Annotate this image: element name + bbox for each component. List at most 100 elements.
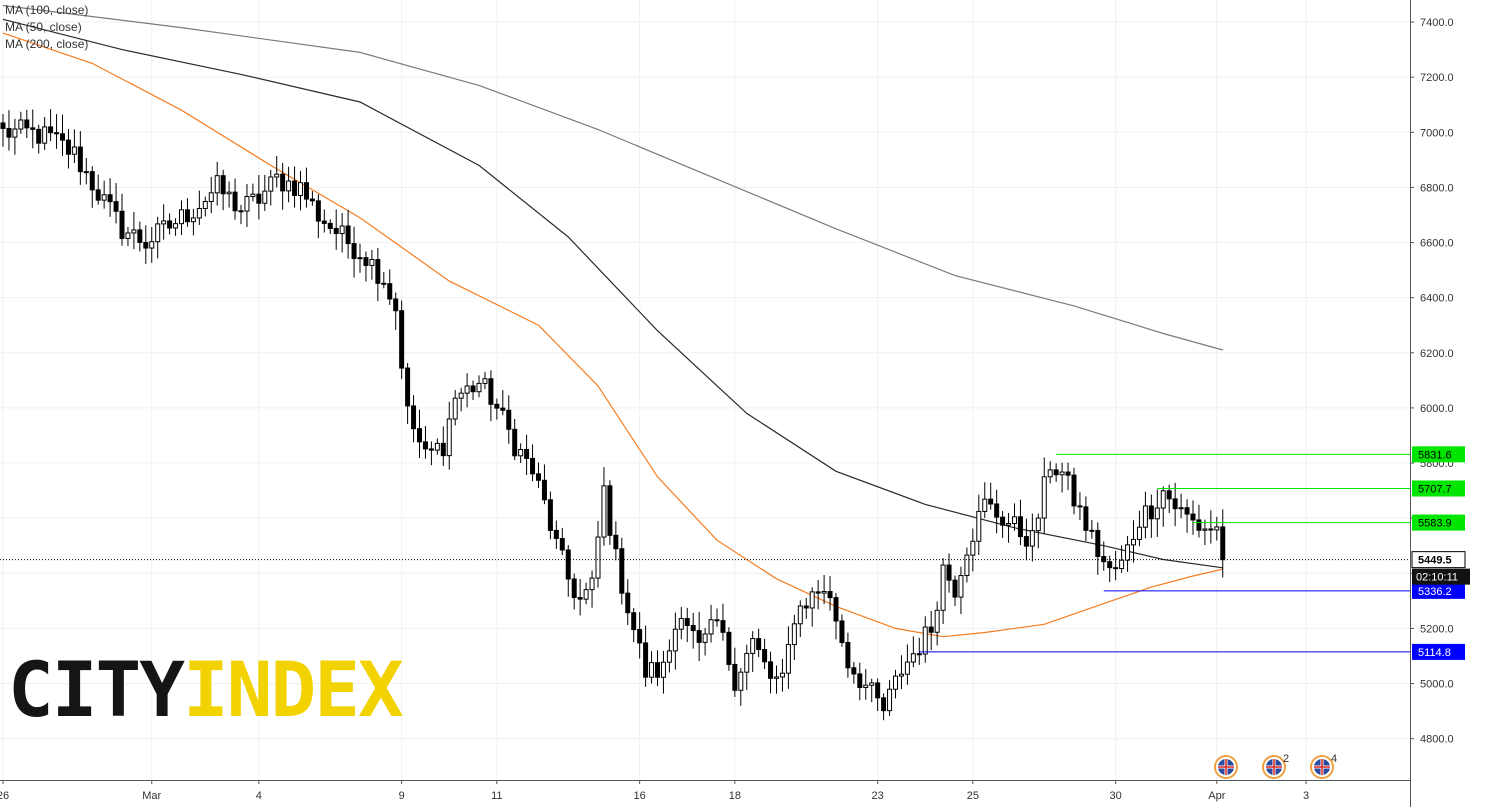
candle[interactable] xyxy=(405,363,411,425)
candle[interactable] xyxy=(208,176,214,214)
candle[interactable] xyxy=(803,597,809,619)
candle[interactable] xyxy=(292,166,298,208)
candle[interactable] xyxy=(1035,513,1041,549)
candle[interactable] xyxy=(744,644,750,690)
candle[interactable] xyxy=(1000,511,1006,538)
candle[interactable] xyxy=(1101,541,1107,571)
candle[interactable] xyxy=(220,169,226,211)
ma200-legend-label[interactable]: MA (200, close) xyxy=(5,37,89,51)
candle[interactable] xyxy=(732,647,738,697)
candle[interactable] xyxy=(720,603,726,641)
candle[interactable] xyxy=(179,200,184,236)
candle[interactable] xyxy=(262,174,268,211)
candle[interactable] xyxy=(202,196,208,217)
candle[interactable] xyxy=(143,225,149,264)
candle[interactable] xyxy=(833,592,839,640)
candle[interactable] xyxy=(512,418,518,461)
candle[interactable] xyxy=(1154,489,1160,537)
candle[interactable] xyxy=(976,494,982,556)
candle[interactable] xyxy=(452,390,458,426)
candle[interactable] xyxy=(470,380,476,401)
candle[interactable] xyxy=(881,693,887,721)
candle[interactable] xyxy=(42,117,48,150)
candle[interactable] xyxy=(488,370,494,422)
candle[interactable] xyxy=(887,679,893,716)
candle[interactable] xyxy=(60,114,65,157)
candle[interactable] xyxy=(107,178,113,217)
candle[interactable] xyxy=(637,612,643,659)
candle[interactable] xyxy=(714,608,720,627)
candle[interactable] xyxy=(875,678,881,712)
uk-flag-icon[interactable] xyxy=(1214,755,1238,779)
candle[interactable] xyxy=(1113,550,1119,581)
candle[interactable] xyxy=(1012,503,1017,531)
candle[interactable] xyxy=(666,639,672,673)
candle[interactable] xyxy=(440,426,446,467)
candle[interactable] xyxy=(167,213,173,235)
candle[interactable] xyxy=(708,604,714,643)
candle[interactable] xyxy=(24,109,30,139)
candle[interactable] xyxy=(101,180,107,209)
candle[interactable] xyxy=(916,637,922,665)
candle[interactable] xyxy=(577,579,583,616)
candle[interactable] xyxy=(119,193,125,246)
candle[interactable] xyxy=(559,527,565,556)
candle[interactable] xyxy=(643,625,649,687)
candle[interactable] xyxy=(173,218,179,236)
candle[interactable] xyxy=(1071,467,1077,515)
candle[interactable] xyxy=(256,175,262,220)
candle[interactable] xyxy=(774,665,779,694)
candle[interactable] xyxy=(494,398,500,420)
candle[interactable] xyxy=(6,110,12,151)
candle[interactable] xyxy=(1190,500,1196,535)
candle[interactable] xyxy=(1172,482,1178,527)
candle[interactable] xyxy=(387,269,393,305)
candle[interactable] xyxy=(571,573,577,610)
candle[interactable] xyxy=(77,131,83,185)
candle[interactable] xyxy=(1089,519,1095,539)
candle[interactable] xyxy=(851,662,857,684)
candle[interactable] xyxy=(779,658,785,692)
candle[interactable] xyxy=(399,300,405,379)
candle[interactable] xyxy=(190,208,196,236)
candle[interactable] xyxy=(286,166,292,203)
ma50-legend-label[interactable]: MA (50, close) xyxy=(5,20,82,34)
candle[interactable] xyxy=(149,226,155,263)
candle[interactable] xyxy=(791,614,797,660)
candle[interactable] xyxy=(934,601,940,646)
uk-flag-icon[interactable]: 4 xyxy=(1310,753,1337,779)
candle[interactable] xyxy=(1142,491,1148,539)
candle[interactable] xyxy=(1017,499,1023,546)
candle[interactable] xyxy=(797,600,803,638)
candle[interactable] xyxy=(274,155,280,188)
candle[interactable] xyxy=(434,438,440,455)
candle[interactable] xyxy=(863,669,869,700)
uk-flag-icon[interactable]: 2 xyxy=(1262,753,1289,779)
candle[interactable] xyxy=(1178,493,1184,519)
time-axis[interactable]: 26 Mar 4 9 11 16 18 23 25 30 Apr 3 xyxy=(0,780,1410,802)
candle[interactable] xyxy=(137,221,143,252)
candle[interactable] xyxy=(321,209,327,233)
candle[interactable] xyxy=(1083,496,1089,542)
candle[interactable] xyxy=(268,169,274,206)
candle[interactable] xyxy=(1160,486,1166,527)
candle[interactable] xyxy=(1095,522,1101,575)
candle[interactable] xyxy=(345,209,351,259)
candle[interactable] xyxy=(131,212,137,250)
candle[interactable] xyxy=(619,537,625,605)
candle[interactable] xyxy=(327,219,333,235)
candle[interactable] xyxy=(845,632,851,678)
candle[interactable] xyxy=(1006,513,1012,543)
candle[interactable] xyxy=(309,191,315,206)
ma100-legend-label[interactable]: MA (100, close) xyxy=(5,3,89,17)
candle[interactable] xyxy=(226,181,232,208)
candle[interactable] xyxy=(547,491,553,540)
candle[interactable] xyxy=(363,251,369,282)
candle[interactable] xyxy=(809,587,815,627)
candle[interactable] xyxy=(518,443,524,463)
candle[interactable] xyxy=(65,128,71,169)
candle[interactable] xyxy=(553,520,559,550)
candle[interactable] xyxy=(244,184,250,227)
candle[interactable] xyxy=(607,480,613,545)
